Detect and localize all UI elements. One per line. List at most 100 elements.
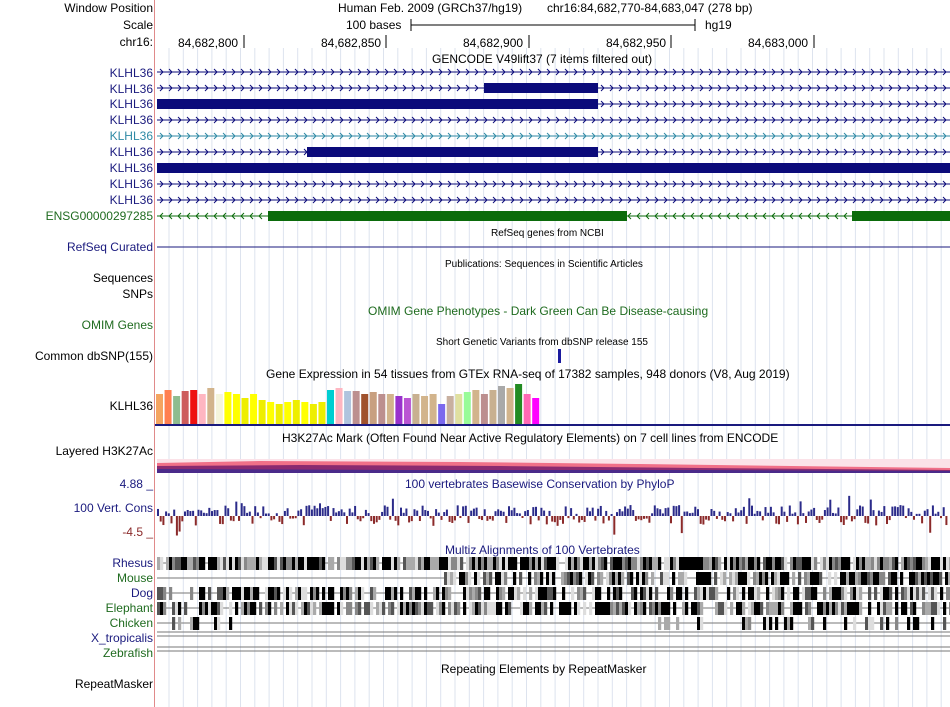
- cons-bar: [499, 510, 502, 516]
- alignment-block: [754, 602, 758, 615]
- alignment-block: [636, 572, 640, 585]
- gencode-label[interactable]: KLHL36: [109, 113, 153, 127]
- alignment-block: [714, 572, 718, 585]
- alignment-block: [640, 557, 644, 570]
- gencode-label[interactable]: KLHL36: [109, 177, 153, 191]
- alignment-block: [744, 572, 748, 585]
- cons-bar: [192, 510, 195, 516]
- cons-bar: [616, 512, 618, 516]
- omim-label[interactable]: OMIM Genes: [81, 318, 153, 332]
- dbsnp-title[interactable]: Short Genetic Variants from dbSNP releas…: [436, 337, 648, 348]
- alignment-block: [907, 617, 911, 630]
- alignment-block: [805, 587, 809, 600]
- gencode-label[interactable]: KLHL36: [109, 129, 153, 143]
- alignment-block: [637, 557, 641, 570]
- alignment-block: [649, 587, 653, 600]
- alignment-block: [316, 557, 320, 570]
- omim-title[interactable]: OMIM Gene Phenotypes - Dark Green Can Be…: [368, 304, 709, 318]
- cons-bar: [875, 516, 878, 526]
- cons-bar: [842, 516, 845, 525]
- repeatmasker-title[interactable]: Repeating Elements by RepeatMasker: [441, 662, 647, 676]
- cons-bar: [572, 516, 575, 520]
- alignment-block: [813, 572, 817, 585]
- alignment-block: [742, 602, 746, 615]
- alignment-block: [723, 572, 727, 585]
- multiz-title[interactable]: Multiz Alignments of 100 Vertebrates: [445, 543, 640, 557]
- snps-label[interactable]: SNPs: [122, 287, 153, 301]
- publications-title[interactable]: Publications: Sequences in Scientific Ar…: [445, 259, 643, 270]
- h3k27ac-label[interactable]: Layered H3K27Ac: [55, 444, 153, 458]
- alignment-block: [682, 557, 686, 570]
- species-label-chicken[interactable]: Chicken: [109, 616, 153, 630]
- gencode-label[interactable]: KLHL36: [109, 97, 153, 111]
- alignment-block: [520, 557, 524, 570]
- refseq-label[interactable]: RefSeq Curated: [66, 240, 153, 254]
- alignment-block: [229, 557, 233, 570]
- species-label-mouse[interactable]: Mouse: [116, 571, 153, 585]
- alignment-block: [217, 602, 221, 615]
- dbsnp-label[interactable]: Common dbSNP(155): [34, 349, 153, 363]
- alignment-block: [610, 602, 614, 615]
- refseq-title[interactable]: RefSeq genes from NCBI: [491, 228, 604, 239]
- alignment-block: [832, 557, 836, 570]
- alignment-block: [736, 587, 740, 600]
- alignment-block: [241, 557, 245, 570]
- gtex-bar: [378, 394, 386, 424]
- repeatmasker-label[interactable]: RepeatMasker: [74, 677, 153, 691]
- conservation-title[interactable]: 100 vertebrates Basewise Conservation by…: [405, 477, 675, 491]
- cons-bar: [810, 509, 813, 516]
- species-label-dog[interactable]: Dog: [130, 586, 153, 600]
- alignment-block: [352, 557, 356, 570]
- alignment-block: [448, 587, 452, 600]
- species-label-xtropicalis[interactable]: X_tropicalis: [90, 631, 153, 645]
- cons-bar: [575, 513, 578, 516]
- cons-bar: [181, 516, 184, 522]
- gencode-label[interactable]: KLHL36: [109, 82, 153, 96]
- alignment-block: [592, 587, 596, 600]
- alignment-block: [918, 572, 922, 585]
- gencode-label[interactable]: KLHL36: [109, 66, 153, 80]
- gencode-label[interactable]: ENSG00000297285: [45, 209, 153, 223]
- alignment-block: [406, 557, 410, 570]
- window-position-label: Window Position: [64, 1, 153, 15]
- species-label-zebrafish[interactable]: Zebrafish: [102, 646, 153, 660]
- alignment-block: [855, 572, 859, 585]
- alignment-block: [550, 587, 554, 600]
- alignment-block: [367, 557, 371, 570]
- gencode-label[interactable]: KLHL36: [109, 193, 153, 207]
- gencode-label[interactable]: KLHL36: [109, 161, 153, 175]
- cons-bar: [435, 509, 438, 516]
- cons-bar: [416, 510, 419, 516]
- cons-bar: [591, 507, 594, 516]
- gtex-title[interactable]: Gene Expression in 54 tissues from GTEx …: [266, 367, 790, 381]
- alignment-block: [685, 602, 689, 615]
- gencode-title[interactable]: GENCODE V49lift37 (7 items filtered out): [432, 52, 653, 66]
- alignment-block: [397, 557, 401, 570]
- alignment-block: [499, 602, 503, 615]
- cons-bar: [872, 510, 875, 516]
- alignment-block: [379, 602, 383, 615]
- alignment-block: [343, 557, 347, 570]
- publications-label[interactable]: Sequences: [92, 271, 153, 285]
- alignment-block: [268, 602, 272, 615]
- gtex-label[interactable]: KLHL36: [109, 399, 153, 413]
- conservation-label[interactable]: 100 Vert. Cons: [73, 501, 153, 515]
- alignment-block: [709, 557, 713, 570]
- alignment-block: [424, 557, 428, 570]
- position-text[interactable]: chr16:84,682,770-84,683,047 (278 bp): [547, 1, 753, 15]
- cons-bar: [221, 516, 224, 525]
- species-label-rhesus[interactable]: Rhesus: [112, 556, 153, 570]
- alignment-block: [322, 587, 326, 600]
- gencode-label[interactable]: KLHL36: [109, 145, 153, 159]
- alignment-block: [754, 557, 758, 570]
- alignment-block: [223, 587, 227, 600]
- alignment-block: [643, 602, 647, 615]
- species-label-elephant[interactable]: Elephant: [105, 601, 153, 615]
- cons-bar: [448, 516, 451, 522]
- h3k27ac-title[interactable]: H3K27Ac Mark (Often Found Near Active Re…: [282, 431, 779, 445]
- alignment-block: [232, 587, 236, 600]
- alignment-block: [619, 587, 623, 600]
- alignment-block: [691, 602, 695, 615]
- gtex-bar: [250, 394, 258, 424]
